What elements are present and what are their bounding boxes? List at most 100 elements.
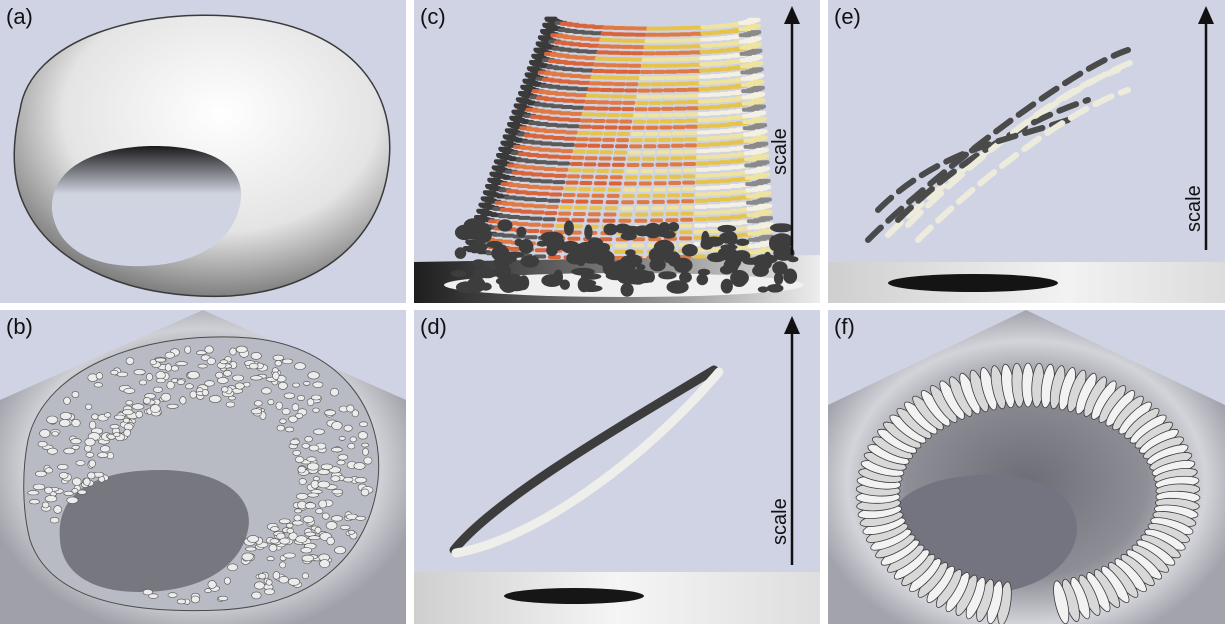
ring-slice — [593, 62, 607, 67]
particle — [113, 432, 121, 437]
ring-slice — [676, 69, 690, 74]
particle — [75, 460, 86, 466]
particle — [317, 469, 330, 475]
ring-slice — [686, 93, 700, 98]
particle — [283, 552, 296, 559]
particle — [189, 390, 198, 399]
ring-slice — [753, 110, 767, 115]
particle — [286, 528, 294, 534]
ring-slice — [651, 199, 665, 204]
ring-slice — [719, 215, 732, 220]
ring-slice — [685, 112, 699, 117]
ring-slice — [611, 162, 625, 167]
ring-slice — [755, 141, 769, 146]
ring-slice — [673, 112, 687, 117]
ring-slice — [697, 105, 711, 110]
ring-slice — [608, 106, 622, 111]
debris-particle — [668, 222, 680, 232]
particle — [295, 456, 305, 463]
ring-slice — [718, 166, 732, 171]
ring-slice — [650, 212, 664, 217]
ring-slice — [574, 143, 588, 148]
scale-arrow — [784, 6, 800, 255]
debris-particle — [559, 279, 570, 290]
ring-slice — [588, 37, 602, 42]
ring-slice — [695, 167, 709, 172]
ring-slice — [665, 218, 679, 223]
ring-slice — [643, 45, 657, 50]
ring-slice — [650, 88, 664, 93]
floor-shadow — [504, 588, 644, 604]
loop-dark-edge — [449, 365, 719, 555]
ring-slice — [885, 57, 1141, 238]
debris-particle — [770, 233, 794, 250]
ring-slice — [718, 197, 732, 202]
ring-slice — [612, 82, 626, 87]
ring-slice — [695, 180, 709, 185]
particle — [313, 428, 325, 435]
ring-slice — [599, 237, 613, 242]
ring-slice — [651, 206, 665, 211]
ring-slice — [656, 150, 670, 155]
ring-slice — [612, 26, 626, 30]
ring-slice — [526, 184, 540, 189]
ring-slice — [638, 187, 652, 192]
ring-slice — [597, 162, 611, 167]
ring-slice — [759, 203, 773, 208]
ring-slice — [655, 45, 669, 50]
ring-slice — [565, 180, 579, 185]
ring-slice — [571, 218, 585, 223]
particle — [71, 391, 80, 399]
particle — [338, 436, 346, 441]
panel-label: (d) — [420, 314, 447, 339]
ring-slice — [604, 125, 618, 130]
ring-slice — [653, 181, 667, 186]
sparse-rings-render: scale — [828, 6, 1225, 303]
particle — [87, 471, 96, 480]
ring-slice — [626, 163, 640, 167]
particle — [217, 595, 229, 601]
particle — [318, 499, 328, 509]
ring-slice — [689, 38, 703, 42]
particle — [88, 459, 96, 468]
particle — [360, 488, 370, 497]
ring-slice — [614, 243, 628, 248]
ring-slice — [564, 186, 577, 191]
particle — [261, 387, 272, 395]
particle — [221, 386, 229, 393]
panel-b: (b) — [0, 310, 406, 624]
scale-arrow — [784, 316, 800, 565]
ring-slice — [680, 217, 694, 222]
particle — [217, 377, 229, 384]
particle — [331, 447, 343, 453]
panel-label: (f) — [834, 314, 855, 339]
ring-slice — [594, 56, 608, 61]
particle — [337, 454, 349, 461]
particle — [291, 403, 300, 411]
debris-particle — [518, 275, 530, 291]
particle — [306, 398, 315, 406]
ring-slice — [696, 155, 710, 160]
ring-slice — [758, 185, 772, 190]
ring-slice — [641, 57, 655, 62]
particle — [307, 371, 320, 380]
ring-slice — [754, 129, 768, 134]
ring-slice — [568, 168, 582, 173]
particle — [301, 572, 309, 580]
ring-slice — [690, 25, 704, 30]
ring-slice — [568, 118, 582, 123]
ring-slice — [679, 230, 693, 235]
ring-slice — [656, 38, 670, 43]
particle — [143, 396, 151, 405]
particle — [44, 495, 58, 503]
ring-slice — [558, 111, 572, 116]
debris-particle — [772, 261, 788, 275]
ring-slice — [673, 106, 687, 111]
particle — [232, 374, 244, 382]
ring-slice — [658, 131, 672, 136]
particle — [288, 415, 298, 423]
ring-slice — [577, 80, 591, 85]
debris-particle — [631, 278, 645, 285]
ring-slice — [649, 94, 663, 99]
ring-slice — [693, 223, 707, 228]
